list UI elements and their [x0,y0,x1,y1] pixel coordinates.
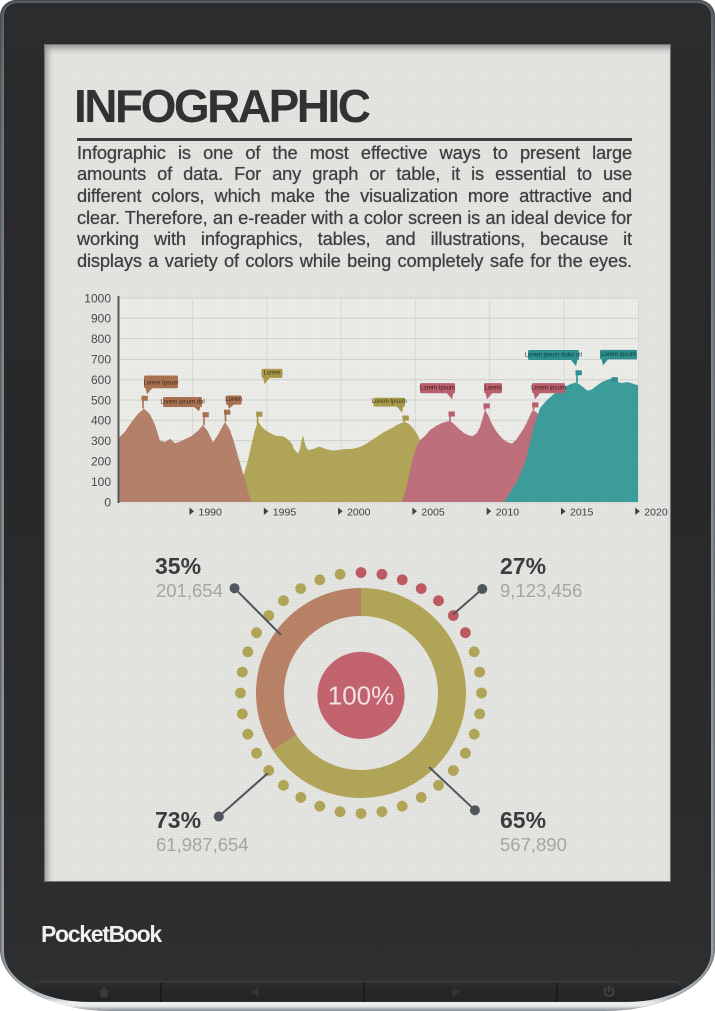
svg-text:Lorem: Lorem [263,370,280,376]
svg-text:100%: 100% [328,681,395,711]
svg-text:Lorem Ipsum: Lorem Ipsum [372,399,407,405]
svg-text:Lorem ipsum: Lorem ipsum [601,352,636,358]
svg-text:1000: 1000 [84,291,111,305]
svg-text:300: 300 [91,434,111,448]
svg-text:100: 100 [91,475,111,489]
svg-text:800: 800 [91,332,111,346]
svg-text:1995: 1995 [273,507,297,519]
svg-text:2015: 2015 [570,507,594,519]
svg-text:500: 500 [91,393,111,407]
svg-text:2010: 2010 [496,507,520,519]
svg-text:Lorem: Lorem [484,386,501,392]
svg-text:Lorem ipsum dolor sit: Lorem ipsum dolor sit [525,352,583,358]
svg-text:2005: 2005 [421,507,445,519]
svg-text:2000: 2000 [347,507,371,519]
svg-text:Lorem ipsum dol: Lorem ipsum dol [160,399,204,405]
svg-text:700: 700 [91,353,111,367]
svg-text:600: 600 [91,373,111,387]
svg-text:1990: 1990 [199,507,223,519]
svg-text:200: 200 [91,455,111,469]
svg-text:Lorem Ipsum: Lorem Ipsum [420,386,455,392]
svg-text:Lorem ipsum: Lorem ipsum [531,386,566,392]
svg-text:2020: 2020 [644,507,668,519]
svg-text:400: 400 [91,414,111,428]
svg-text:900: 900 [91,312,111,326]
svg-text:0: 0 [104,495,111,509]
svg-text:Lorem Ipsum: Lorem Ipsum [143,381,178,387]
svg-text:Lorem: Lorem [225,397,242,403]
